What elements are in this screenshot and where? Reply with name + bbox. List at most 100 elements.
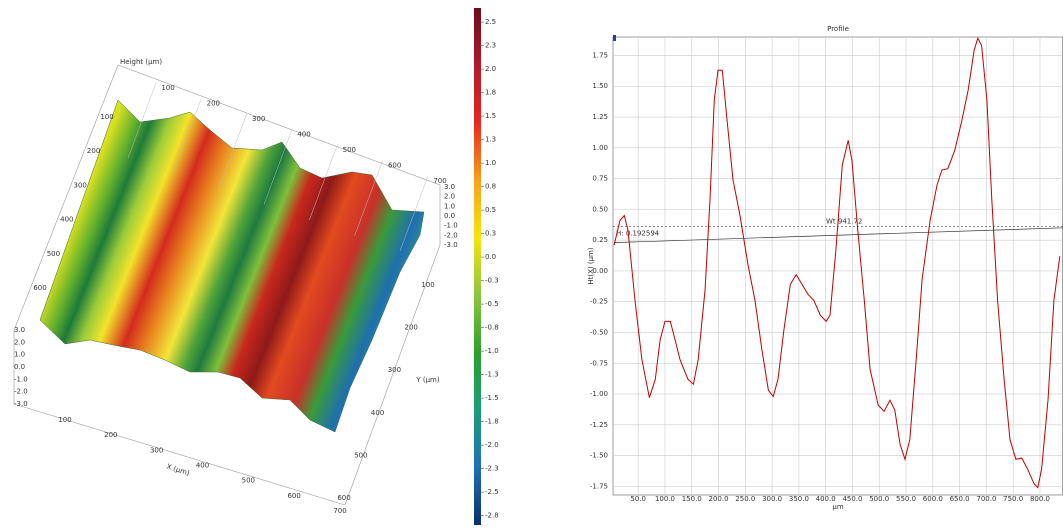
colorbar-tick-label: 1.0 — [485, 159, 496, 167]
z-tick-label: -1.0 — [14, 375, 28, 383]
z-tick-label: -1.0 — [444, 222, 458, 230]
chart-title: Profile — [827, 25, 849, 33]
y-tick-label: 300 — [388, 366, 401, 374]
colorbar-tick-label: -2.8 — [485, 512, 499, 520]
z-tick-label: 3.0 — [14, 326, 25, 334]
y-tick-label: 400 — [60, 216, 73, 224]
x-tick-label: 600 — [388, 162, 401, 170]
y-tick-label: -1.75 — [590, 482, 608, 490]
y-tick-label: 600 — [337, 494, 350, 502]
annotation: H: 0.192594 — [616, 230, 660, 238]
x-tick-label: 100 — [58, 416, 71, 424]
grid-line — [127, 82, 157, 159]
x-tick-label: 700 — [333, 507, 346, 515]
y-tick-label: 1.25 — [592, 113, 608, 121]
x-tick-label: 400 — [297, 131, 310, 139]
y-axis-label: Ht(X) (µm) — [587, 247, 595, 284]
z-tick-label: 0.0 — [444, 212, 455, 220]
annotation: Wt 941.72 — [826, 218, 862, 226]
profile-line — [613, 36, 1061, 489]
x-tick-label: 500.0 — [869, 495, 889, 503]
colorbar-tick-label: 2.3 — [485, 42, 496, 50]
colorbar — [474, 8, 481, 525]
grid-line — [173, 98, 202, 174]
colorbar-tick-label: 0.3 — [485, 230, 496, 238]
y-tick-label: 600 — [33, 284, 46, 292]
x-tick-label: 600.0 — [923, 495, 943, 503]
colorbar-tick-label: -2.0 — [485, 441, 499, 449]
grid-line — [218, 113, 247, 190]
y-axis-label: Y (µm) — [415, 376, 440, 384]
y-tick-label: 100 — [421, 281, 434, 289]
x-tick-label: 150.0 — [682, 495, 702, 503]
grid-line — [263, 129, 293, 205]
y-tick-label: 1.75 — [592, 51, 608, 59]
y-tick-label: 0.50 — [592, 205, 608, 213]
x-axis-label: X (µm) — [165, 463, 190, 478]
y-tick-label: 0.25 — [592, 236, 608, 244]
y-tick-label: -0.75 — [590, 359, 608, 367]
x-tick-label: 500 — [242, 477, 255, 485]
x-tick-label: 200.0 — [709, 495, 729, 503]
x-tick-label: 200 — [104, 431, 117, 439]
z-tick-label: 1.0 — [14, 351, 25, 359]
y-tick-label: 400 — [371, 409, 384, 417]
x-tick-label: 100.0 — [655, 495, 675, 503]
grid-line — [354, 160, 383, 236]
x-tick-label: 700 — [433, 177, 446, 185]
x-axis-label: µm — [832, 503, 843, 511]
y-tick-label: 200 — [405, 324, 418, 332]
colorbar-tick-label: 0.0 — [485, 253, 496, 261]
y-tick-label: -0.50 — [590, 328, 608, 336]
y-tick-label: -1.50 — [590, 452, 608, 460]
colorbar-tick-label: -1.0 — [485, 347, 499, 355]
z-axis-label: Height (µm) — [120, 58, 162, 66]
y-tick-label: 500 — [354, 451, 367, 459]
colorbar-tick-label: 2.0 — [485, 65, 496, 73]
y-tick-label: 0.75 — [592, 175, 608, 183]
colorbar-tick-label: -0.5 — [485, 300, 499, 308]
x-tick-label: 50.0 — [630, 495, 646, 503]
x-tick-label: 300 — [252, 115, 265, 123]
colorbar-tick-label: -2.3 — [485, 465, 499, 473]
grid-line — [309, 144, 338, 221]
colorbar-tick-label: 1.8 — [485, 89, 496, 97]
colorbar-tick-label: 1.5 — [485, 112, 496, 120]
y-tick-label: 200 — [87, 147, 100, 155]
x-tick-label: 350.0 — [789, 495, 809, 503]
y-tick-label: 300 — [74, 181, 87, 189]
x-tick-label: 300 — [150, 446, 163, 454]
x-tick-label: 300.0 — [762, 495, 782, 503]
y-tick-label: -0.25 — [590, 298, 608, 306]
marker — [613, 35, 616, 41]
z-tick-label: 1.0 — [444, 202, 455, 210]
colorbar-tick-label: 1.3 — [485, 136, 496, 144]
x-tick-label: 500 — [343, 146, 356, 154]
colorbar-tick-label: -0.8 — [485, 324, 499, 332]
surface — [39, 99, 425, 433]
z-tick-label: 3.0 — [444, 183, 455, 191]
x-tick-label: 650.0 — [950, 495, 970, 503]
z-tick-label: -3.0 — [444, 241, 458, 249]
z-tick-label: -2.0 — [444, 231, 458, 239]
x-tick-label: 600 — [287, 492, 300, 500]
x-tick-label: 700.0 — [976, 495, 996, 503]
colorbar-tick-label: 2.5 — [485, 18, 496, 26]
x-tick-label: 400 — [196, 462, 209, 470]
y-tick-label: 1.00 — [592, 144, 608, 152]
colorbar-tick-label: -1.3 — [485, 371, 499, 379]
colorbar-tick-label: 0.8 — [485, 183, 496, 191]
x-tick-label: 450.0 — [842, 495, 862, 503]
y-tick-label: 0.00 — [592, 267, 608, 275]
z-tick-label: -2.0 — [14, 388, 28, 396]
x-tick-label: 550.0 — [896, 495, 916, 503]
x-tick-label: 100 — [161, 84, 174, 92]
x-tick-label: 200 — [207, 100, 220, 108]
y-tick-label: 500 — [47, 250, 60, 258]
colorbar-tick-label: -1.5 — [485, 394, 499, 402]
colorbar-tick-label: -2.5 — [485, 488, 499, 496]
fit-line — [614, 227, 1063, 243]
z-tick-label: 2.0 — [14, 338, 25, 346]
grid-line — [399, 175, 429, 252]
x-tick-label: 750.0 — [1003, 495, 1023, 503]
